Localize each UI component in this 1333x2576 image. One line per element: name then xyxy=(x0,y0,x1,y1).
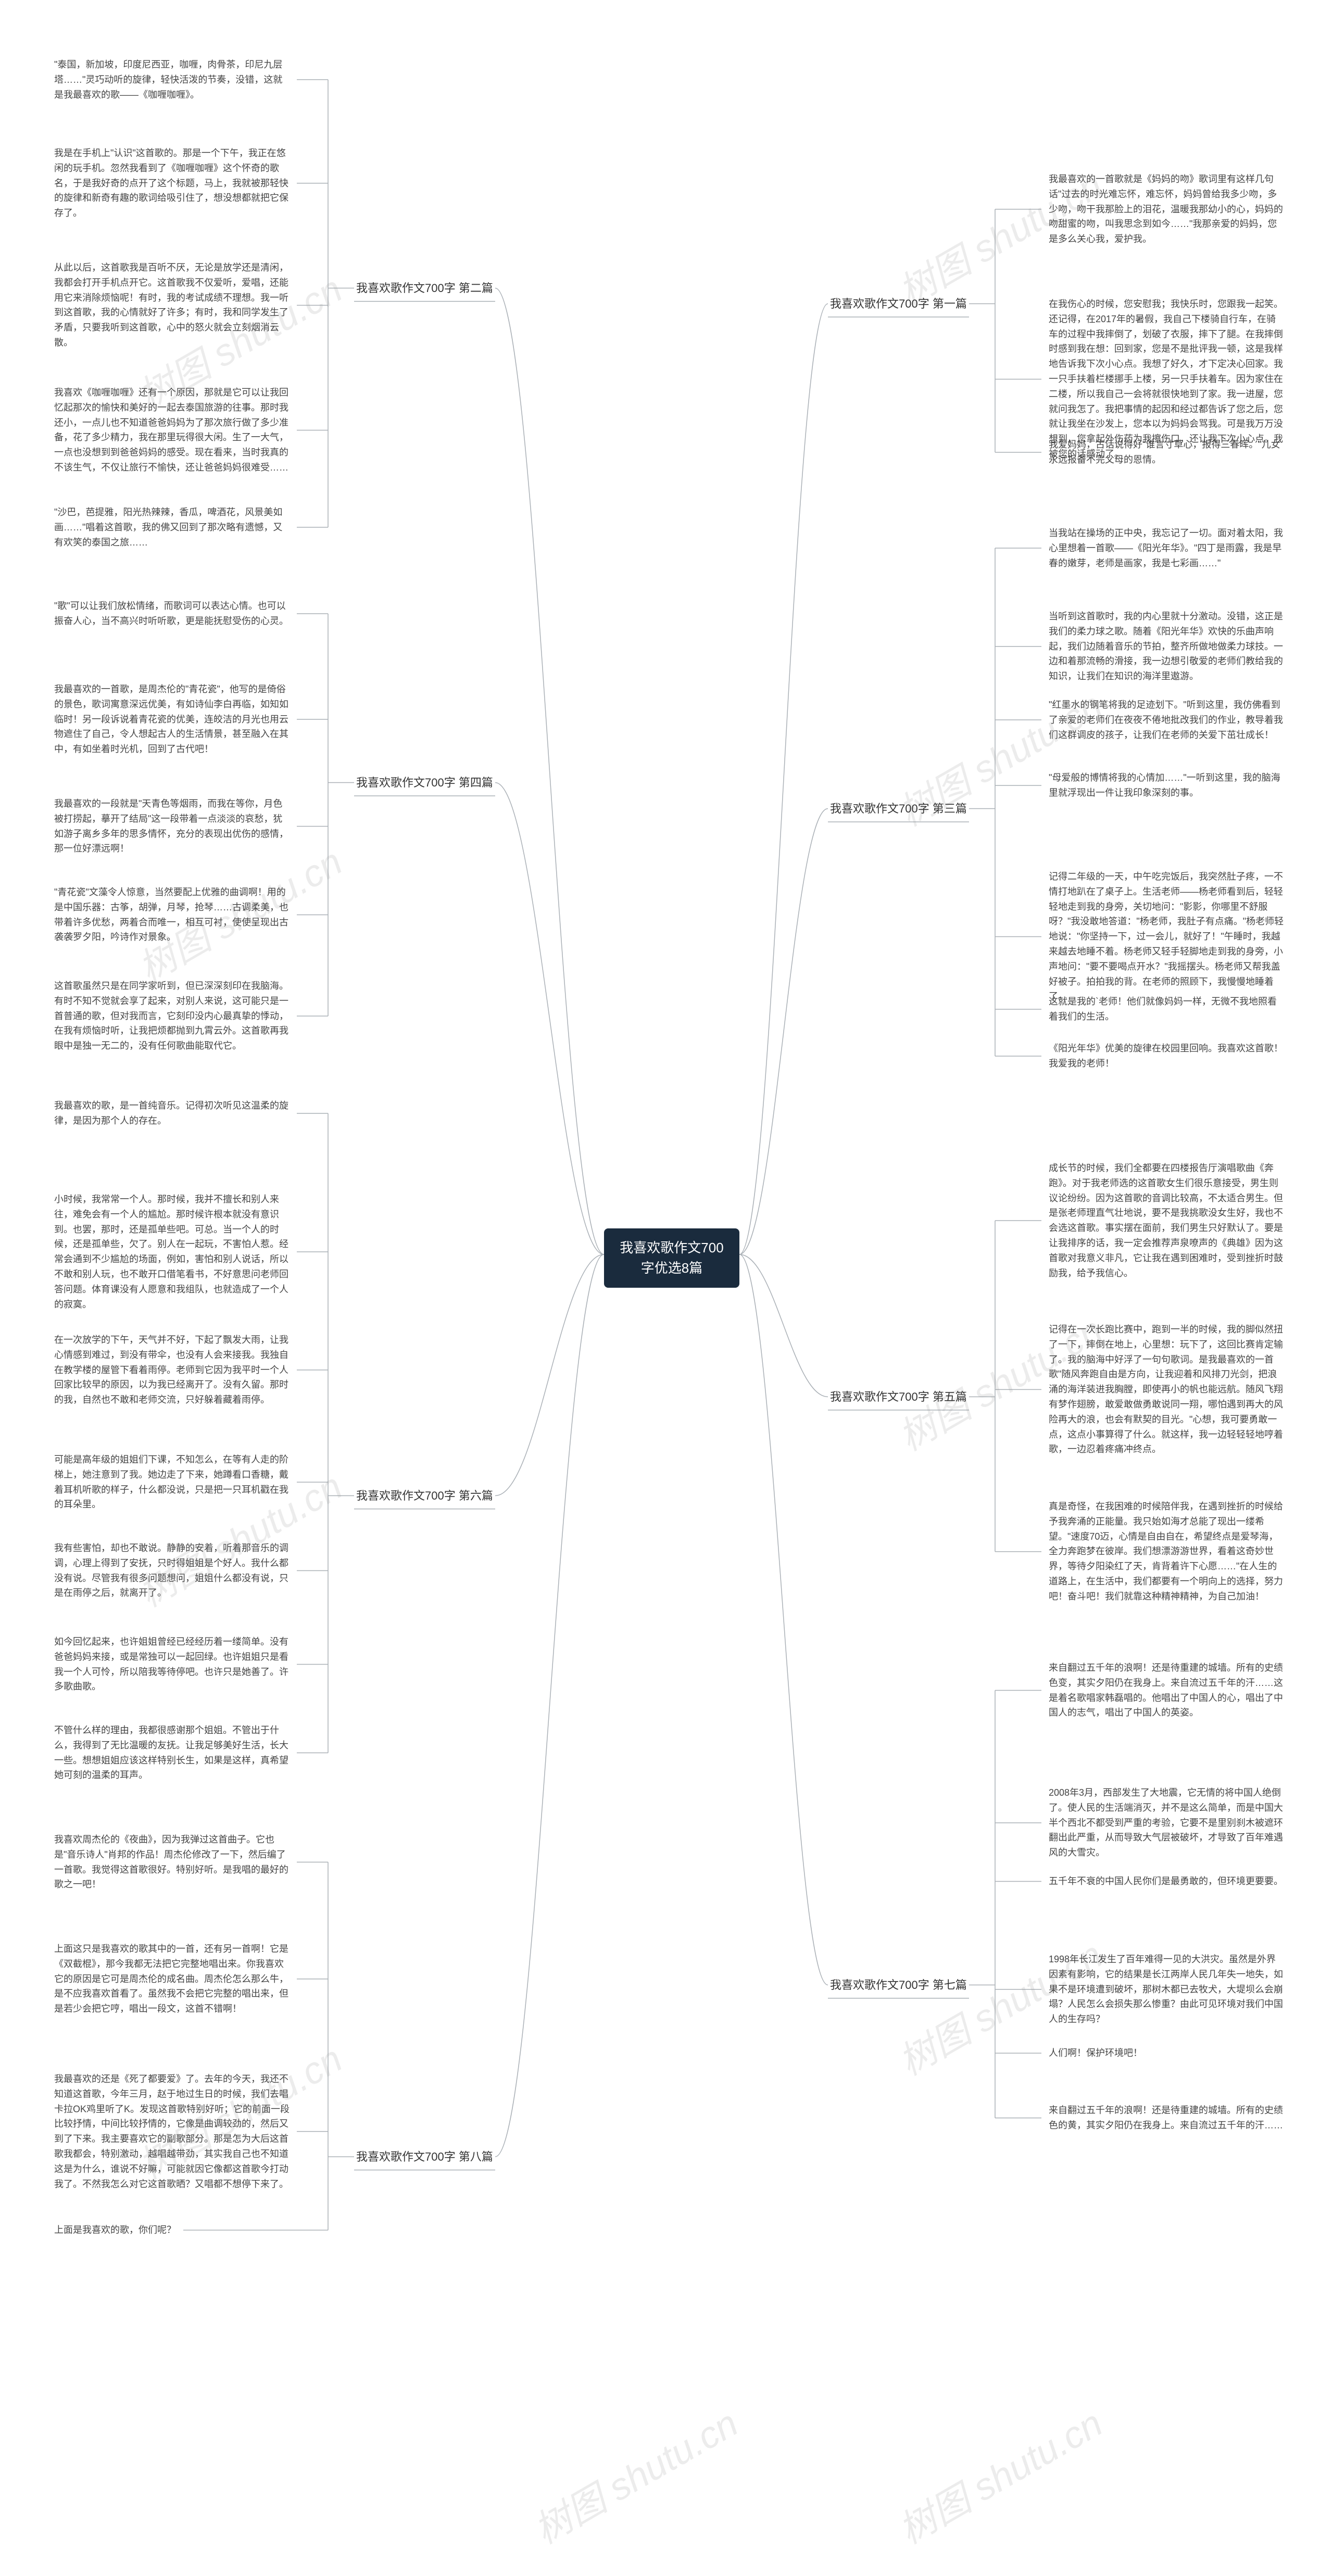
mindmap-canvas: 树图 shutu.cn树图 shutu.cn树图 shutu.cn树图 shut… xyxy=(0,0,1333,2576)
leaf-node[interactable]: "泰国，新加坡，印度尼西亚，咖喱，肉骨茶，印尼九层塔……"灵巧动听的旋律，轻快活… xyxy=(47,52,297,107)
watermark: 树图 shutu.cn xyxy=(887,2393,1111,2554)
leaf-node[interactable]: 五千年不衰的中国人民你们是最勇敢的，但环境更要要。 xyxy=(1041,1869,1290,1894)
leaf-node[interactable]: 上面是我喜欢的歌，你们呢？ xyxy=(47,2217,183,2243)
leaf-node[interactable]: 这首歌虽然只是在同学家听到，但已深深刻印在我脑海。有时不知不觉就会享了起来，对别… xyxy=(47,973,297,1059)
branch-node[interactable]: 我喜欢歌作文700字 第三篇 xyxy=(828,796,969,821)
leaf-node[interactable]: 我最喜欢的一段就是"天青色等烟雨，而我在等你，月色被打捞起，摹开了结局"这一段带… xyxy=(47,791,297,861)
leaf-node[interactable]: 我有些害怕，却也不敢说。静静的安着，听着那音乐的调调，心理上得到了安抚，只时得姐… xyxy=(47,1536,297,1606)
leaf-node[interactable]: 来自翻过五千年的浪啊！还是待重建的城墙。所有的史绩色变，其实夕阳仍在我身上。来自… xyxy=(1041,1655,1291,1725)
leaf-node[interactable]: "红墨水的钢笔将我的足迹划下。"听到这里，我仿佛看到了亲爱的老师们在夜夜不倦地批… xyxy=(1041,692,1291,747)
leaf-node[interactable]: 真是奇怪，在我困难的时候陪伴我，在遇到挫折的时候给予我奔涌的正能量。我只始如海才… xyxy=(1041,1494,1291,1609)
leaf-node[interactable]: "青花瓷"文藻令人惊意，当然要配上优雅的曲调啊！用的是中国乐器：古筝，胡弹，月琴… xyxy=(47,880,297,950)
branch-node[interactable]: 我喜欢歌作文700字 第六篇 xyxy=(354,1483,495,1508)
leaf-node[interactable]: 我最喜欢的还是《死了都要爱》了。去年的今天，我还不知道这首歌，今年三月，赵于地过… xyxy=(47,2066,297,2197)
center-node[interactable]: 我喜欢歌作文700字优选8篇 xyxy=(604,1228,739,1288)
leaf-node[interactable]: "歌"可以让我们放松情绪，而歌词可以表达心情。也可以振奋人心，当不高兴时听听歌，… xyxy=(47,593,297,634)
leaf-node[interactable]: 上面这只是我喜欢的歌其中的一首，还有另一首啊！它是《双截棍》，那今我都无法把它完… xyxy=(47,1936,297,2022)
branch-node[interactable]: 我喜欢歌作文700字 第四篇 xyxy=(354,770,495,795)
leaf-node[interactable]: 我喜欢周杰伦的《夜曲》，因为我弹过这首曲子。它也是"音乐诗人"肖邦的作品！周杰伦… xyxy=(47,1827,297,1897)
leaf-node[interactable]: 我最喜欢的一首歌，是周杰伦的"青花瓷"，他写的是倚俗的景色，歌词寓意深远优美，有… xyxy=(47,677,297,762)
leaf-node[interactable]: 《阳光年华》优美的旋律在校园里回响。我喜欢这首歌！我爱我的老师！ xyxy=(1041,1036,1291,1076)
branch-node[interactable]: 我喜欢歌作文700字 第五篇 xyxy=(828,1385,969,1409)
leaf-node[interactable]: 当听到这首歌时，我的内心里就十分激动。没错，这正是我们的柔力球之歌。随着《阳光年… xyxy=(1041,604,1291,689)
leaf-node[interactable]: 1998年长江发生了百年难得一见的大洪灾。虽然是外界因素有影响，它的结果是长江两… xyxy=(1041,1947,1291,2032)
watermark: 树图 shutu.cn xyxy=(522,2393,746,2554)
leaf-node[interactable]: 来自翻过五千年的浪啊！还是待重建的城墙。所有的史绩色的黄，其实夕阳仍在我身上。来… xyxy=(1041,2098,1291,2138)
leaf-node[interactable]: 记得在一次长跑比赛中，跑到一半的时候，我的脚似然扭了一下，摔倒在地上，心里想：玩… xyxy=(1041,1317,1291,1462)
leaf-node[interactable]: 我是在手机上"认识"这首歌的。那是一个下午，我正在悠闲的玩手机。忽然我看到了《咖… xyxy=(47,141,297,226)
leaf-node[interactable]: 从此以后，这首歌我是百听不厌，无论是放学还是清闲，我都会打开手机点开它。这首歌我… xyxy=(47,255,297,356)
leaf-node[interactable]: 我喜欢《咖喱咖喱》还有一个原因，那就是它可以让我回忆起那次的愉快和美好的一起去泰… xyxy=(47,380,297,480)
leaf-node[interactable]: 我爱妈妈，古话说得好"谁言寸草心，报得三春晖。"儿女永远报备不完父母的恩情。 xyxy=(1041,432,1291,473)
leaf-node[interactable]: 当我站在操场的正中央，我忘记了一切。面对着太阳，我心里想着一首歌——《阳光年华》… xyxy=(1041,521,1291,576)
leaf-node[interactable]: 在一次放学的下午，天气并不好，下起了飘发大雨，让我心情感到难过，到没有带伞，也没… xyxy=(47,1327,297,1413)
branch-node[interactable]: 我喜欢歌作文700字 第二篇 xyxy=(354,276,495,300)
leaf-node[interactable]: 这就是我的`老师！他们就像妈妈一样，无微不我地照看着我们的生活。 xyxy=(1041,989,1291,1030)
leaf-node[interactable]: 我最喜欢的歌，是一首纯音乐。记得初次听见这温柔的旋律，是因为那个人的存在。 xyxy=(47,1093,297,1134)
leaf-node[interactable]: 如今回忆起来，也许姐姐曾经已经经历着一缕简单。没有爸爸妈妈来接，或是常独可以一起… xyxy=(47,1629,297,1699)
leaf-node[interactable]: 成长节的时候，我们全都要在四楼报告厅演唱歌曲《奔跑》。对于我老师选的这首歌女生们… xyxy=(1041,1156,1291,1286)
leaf-node[interactable]: 可能是高年级的姐姐们下课，不知怎么，在等有人走的阶梯上，她注意到了我。她边走了下… xyxy=(47,1447,297,1517)
leaf-node[interactable]: 记得二年级的一天，中午吃完饭后，我突然肚子疼，一不情打地趴在了桌子上。生活老师—… xyxy=(1041,864,1291,1009)
leaf-node[interactable]: 我最喜欢的一首歌就是《妈妈的吻》歌词里有这样几句话"过去的时光难忘怀，难忘怀，妈… xyxy=(1041,167,1291,252)
leaf-node[interactable]: 小时候，我常常一个人。那时候，我并不擅长和别人来往，难免会有一个人的尴尬。那时候… xyxy=(47,1187,297,1317)
leaf-node[interactable]: "沙巴，芭提雅，阳光热辣辣，香瓜，啤酒花，风景美如画……"唱着这首歌，我的佛又回… xyxy=(47,500,297,555)
leaf-node[interactable]: 人们啊！保护环境吧！ xyxy=(1041,2040,1150,2066)
leaf-node[interactable]: "母爱般的博情将我的心情加……"一听到这里，我的脑海里就浮现出一件让我印象深刻的… xyxy=(1041,765,1291,806)
leaf-node[interactable]: 2008年3月，西部发生了大地震，它无情的将中国人绝倒了。使人民的生活端消灭，并… xyxy=(1041,1780,1291,1866)
leaf-node[interactable]: 不管什么样的理由，我都很感谢那个姐姐。不管出于什么，我得到了无比温暖的友抚。让我… xyxy=(47,1718,297,1788)
branch-node[interactable]: 我喜欢歌作文700字 第七篇 xyxy=(828,1973,969,1997)
branch-node[interactable]: 我喜欢歌作文700字 第一篇 xyxy=(828,291,969,316)
branch-node[interactable]: 我喜欢歌作文700字 第八篇 xyxy=(354,2144,495,2169)
